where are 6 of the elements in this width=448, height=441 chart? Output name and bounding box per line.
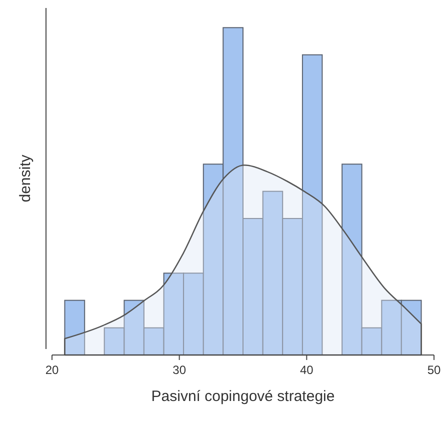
x-tick-label: 30 xyxy=(172,363,186,377)
y-axis-title: density xyxy=(17,154,34,202)
x-tick-label: 50 xyxy=(427,363,441,377)
x-tick-label: 20 xyxy=(45,363,59,377)
x-tick-label: 40 xyxy=(300,363,314,377)
x-axis-title: Pasivní copingové strategie xyxy=(151,388,335,405)
